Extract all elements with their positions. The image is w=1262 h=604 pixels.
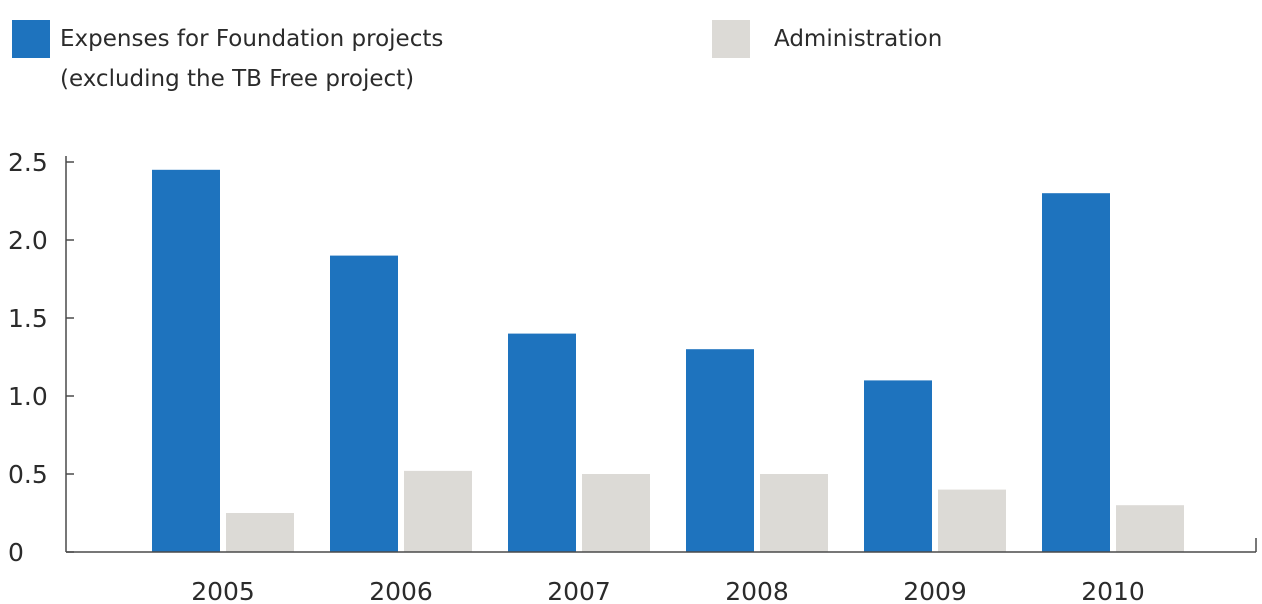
bar-expenses-2005 — [152, 169, 220, 553]
x-category-label: 2008 — [725, 577, 789, 604]
y-tick-label: 1.0 — [8, 382, 48, 411]
bar-expenses-2010 — [1042, 193, 1110, 552]
bar-expenses-2006 — [330, 255, 398, 552]
bar-expenses-2009 — [864, 380, 932, 552]
legend-label-expenses-line2: (excluding the TB Free project) — [60, 66, 415, 92]
bar-administration-2008 — [760, 474, 828, 552]
bar-administration-2005 — [226, 513, 294, 552]
legend-label-administration: Administration — [774, 26, 943, 52]
legend-swatch-expenses — [12, 20, 50, 58]
bar-administration-2009 — [938, 489, 1006, 552]
x-category-label: 2005 — [191, 577, 255, 604]
legend-label-expenses-line1: Expenses for Foundation projects — [60, 26, 444, 52]
x-category-label: 2007 — [547, 577, 611, 604]
bar-administration-2006 — [404, 470, 472, 552]
y-tick-label: 2.0 — [8, 226, 48, 255]
bar-administration-2007 — [582, 474, 650, 552]
bar-administration-2010 — [1116, 505, 1184, 552]
axes-group — [65, 156, 1257, 553]
y-tick-label: 0.5 — [8, 460, 48, 489]
y-tick-label: 0 — [8, 538, 24, 567]
labels-group: 0 0.5 1.0 1.5 2.0 2.5 2005 2006 2007 2008 2009 2010 — [8, 148, 1145, 604]
y-tick-label: 1.5 — [8, 304, 48, 333]
y-tick-label: 2.5 — [8, 148, 48, 177]
x-category-label: 2010 — [1081, 577, 1145, 604]
bar-expenses-2008 — [686, 349, 754, 552]
x-category-label: 2006 — [369, 577, 433, 604]
bar-expenses-2007 — [508, 333, 576, 552]
x-category-label: 2009 — [903, 577, 967, 604]
bars-group — [152, 169, 1184, 553]
legend-swatch-administration — [712, 20, 750, 58]
